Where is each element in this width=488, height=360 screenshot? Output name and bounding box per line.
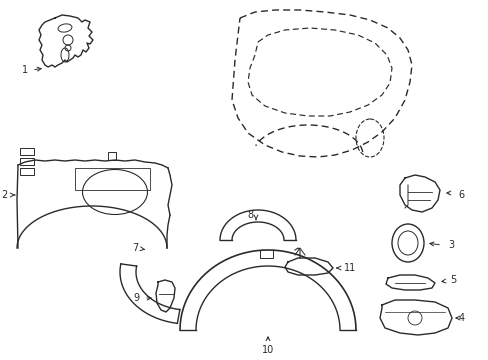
Bar <box>20 158 34 165</box>
Text: 1: 1 <box>22 65 28 75</box>
Text: 10: 10 <box>262 345 274 355</box>
Bar <box>20 168 34 175</box>
Text: 4: 4 <box>458 313 464 323</box>
Bar <box>20 148 34 155</box>
Text: 7: 7 <box>131 243 138 253</box>
Text: 8: 8 <box>246 210 252 220</box>
Bar <box>108 152 116 160</box>
Text: 5: 5 <box>449 275 455 285</box>
Text: 3: 3 <box>447 240 453 250</box>
Bar <box>75 168 150 190</box>
Text: 6: 6 <box>457 190 463 200</box>
Text: 9: 9 <box>134 293 140 303</box>
Text: 2: 2 <box>2 190 8 200</box>
Text: 11: 11 <box>343 263 356 273</box>
